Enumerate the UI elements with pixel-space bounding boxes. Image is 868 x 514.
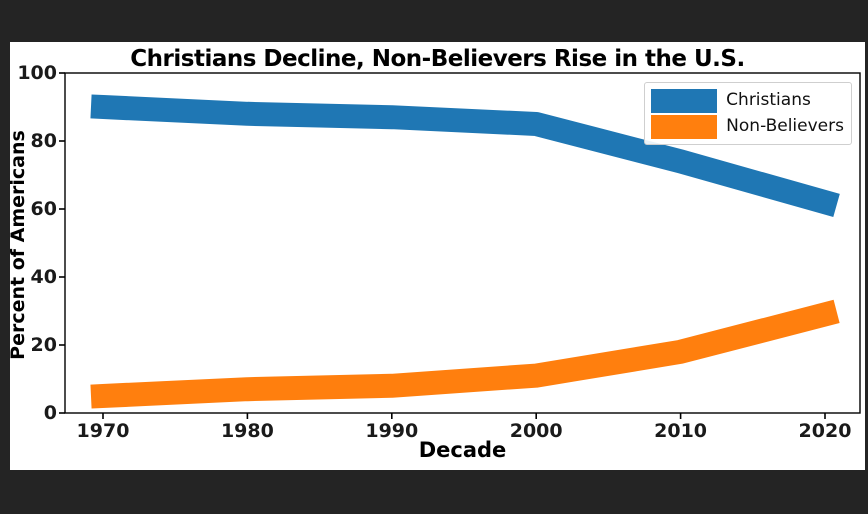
legend-label: Christians: [726, 90, 811, 110]
y-tick-label: 40: [30, 266, 57, 288]
legend-color-patch: [651, 114, 718, 139]
series-line-non-believers: [90, 299, 840, 409]
plot-area: [59, 72, 861, 419]
chart-title: Christians Decline, Non-Believers Rise i…: [130, 46, 745, 72]
legend-color-patch: [651, 88, 718, 113]
y-tick-label: 0: [43, 402, 57, 424]
y-tick-label: 60: [30, 198, 57, 220]
legend-label: Non-Believers: [726, 116, 844, 136]
x-tick-label: 2000: [509, 420, 563, 442]
y-tick-label: 80: [30, 130, 57, 152]
y-tick-label: 100: [17, 62, 57, 84]
x-tick-label: 2020: [798, 420, 852, 442]
legend-item: Christians: [651, 88, 844, 113]
series-line-christians: [90, 94, 840, 218]
axes-box: [64, 72, 861, 414]
legend-item: Non-Believers: [651, 114, 844, 139]
x-axis-label: Decade: [418, 438, 507, 462]
chart-figure: Christians Decline, Non-Believers Rise i…: [7, 42, 865, 470]
y-tick-label: 20: [30, 334, 57, 356]
legend: Christians Non-Believers: [644, 82, 852, 145]
x-tick-label: 2010: [654, 420, 708, 442]
x-tick-label: 1970: [76, 420, 130, 442]
x-tick-label: 1990: [365, 420, 419, 442]
x-tick-label: 1980: [220, 420, 274, 442]
